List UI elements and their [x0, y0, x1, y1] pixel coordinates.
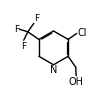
Text: F: F: [21, 41, 26, 50]
Text: Cl: Cl: [77, 28, 87, 38]
Text: F: F: [34, 14, 39, 23]
Text: F: F: [14, 25, 19, 34]
Text: OH: OH: [69, 77, 84, 87]
Text: N: N: [50, 65, 57, 75]
